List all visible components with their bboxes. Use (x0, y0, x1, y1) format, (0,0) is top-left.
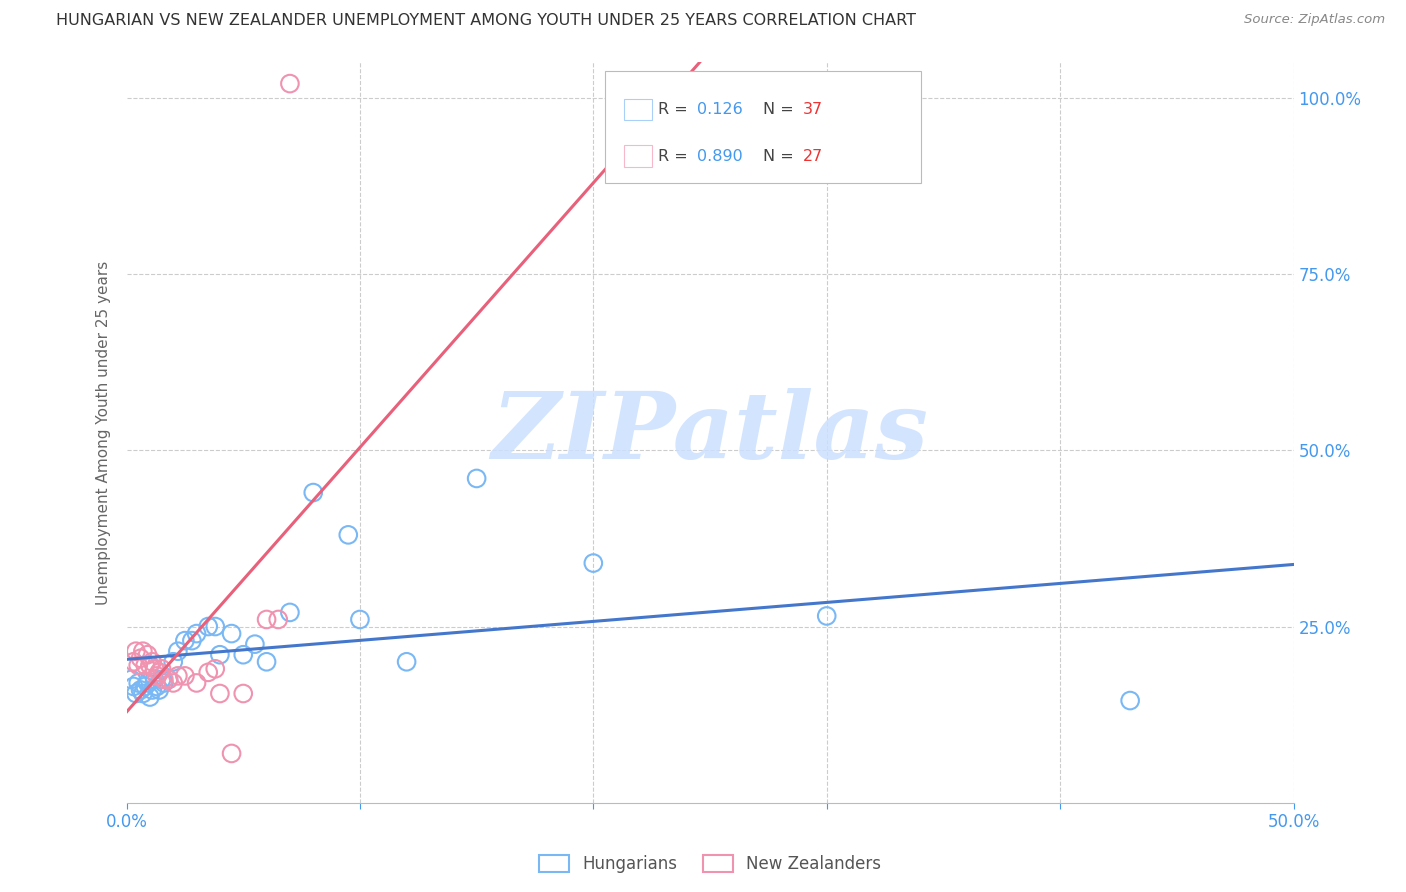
Point (1119, 693, 1142, 707)
Text: N =: N = (763, 149, 800, 163)
Point (143, 662, 166, 676)
Point (167, 669, 190, 683)
Point (278, 77, 301, 91)
Point (148, 683, 170, 698)
Text: 0.126: 0.126 (697, 102, 744, 117)
Point (122, 680, 145, 694)
Point (136, 676, 159, 690)
Point (129, 683, 152, 698)
Point (162, 655, 184, 669)
Point (208, 648, 231, 662)
Point (267, 612, 290, 626)
Legend: Hungarians, New Zealanders: Hungarians, New Zealanders (533, 848, 887, 880)
Y-axis label: Unemployment Among Youth under 25 years: Unemployment Among Youth under 25 years (96, 260, 111, 605)
Point (127, 676, 149, 690)
Point (204, 619, 226, 633)
Point (582, 556, 605, 570)
Text: ZIPatlas: ZIPatlas (492, 388, 928, 477)
Point (125, 686, 148, 700)
Point (153, 676, 176, 690)
Point (167, 644, 190, 658)
Point (204, 662, 226, 676)
Point (278, 606, 301, 620)
Point (157, 673, 180, 687)
Point (134, 680, 156, 694)
Text: 37: 37 (803, 102, 823, 117)
Point (208, 686, 231, 700)
Point (815, 609, 838, 624)
Text: HUNGARIAN VS NEW ZEALANDER UNEMPLOYMENT AMONG YOUTH UNDER 25 YEARS CORRELATION C: HUNGARIAN VS NEW ZEALANDER UNEMPLOYMENT … (56, 13, 917, 29)
Text: R =: R = (658, 102, 693, 117)
Point (150, 662, 173, 676)
Point (349, 612, 371, 626)
Point (157, 673, 180, 687)
Point (186, 626, 208, 640)
Point (232, 648, 254, 662)
Point (150, 673, 173, 687)
Point (465, 471, 488, 485)
Point (146, 669, 169, 683)
Point (132, 644, 155, 658)
Point (148, 665, 170, 680)
Point (256, 612, 278, 626)
Point (129, 651, 152, 665)
Point (197, 619, 219, 633)
Point (153, 673, 176, 687)
Point (221, 747, 243, 761)
Point (141, 683, 163, 698)
Point (139, 690, 162, 704)
Point (221, 626, 243, 640)
Text: R =: R = (658, 149, 693, 163)
Text: Source: ZipAtlas.com: Source: ZipAtlas.com (1244, 13, 1385, 27)
Point (162, 676, 184, 690)
Text: 0.890: 0.890 (697, 149, 744, 163)
Point (337, 528, 360, 542)
Point (174, 633, 197, 648)
Point (125, 644, 148, 658)
Point (395, 655, 418, 669)
Text: 27: 27 (803, 149, 823, 163)
Point (243, 637, 266, 651)
Point (180, 633, 202, 648)
Point (136, 648, 159, 662)
Point (256, 655, 278, 669)
Point (141, 655, 163, 669)
Point (197, 665, 219, 680)
Point (122, 655, 145, 669)
Point (132, 686, 155, 700)
Point (186, 676, 208, 690)
Text: N =: N = (763, 102, 800, 117)
Point (302, 485, 325, 500)
Point (232, 686, 254, 700)
Point (134, 658, 156, 673)
Point (127, 658, 149, 673)
Point (146, 680, 169, 694)
Point (174, 669, 197, 683)
Point (139, 658, 162, 673)
Point (120, 673, 142, 687)
Point (143, 673, 166, 687)
